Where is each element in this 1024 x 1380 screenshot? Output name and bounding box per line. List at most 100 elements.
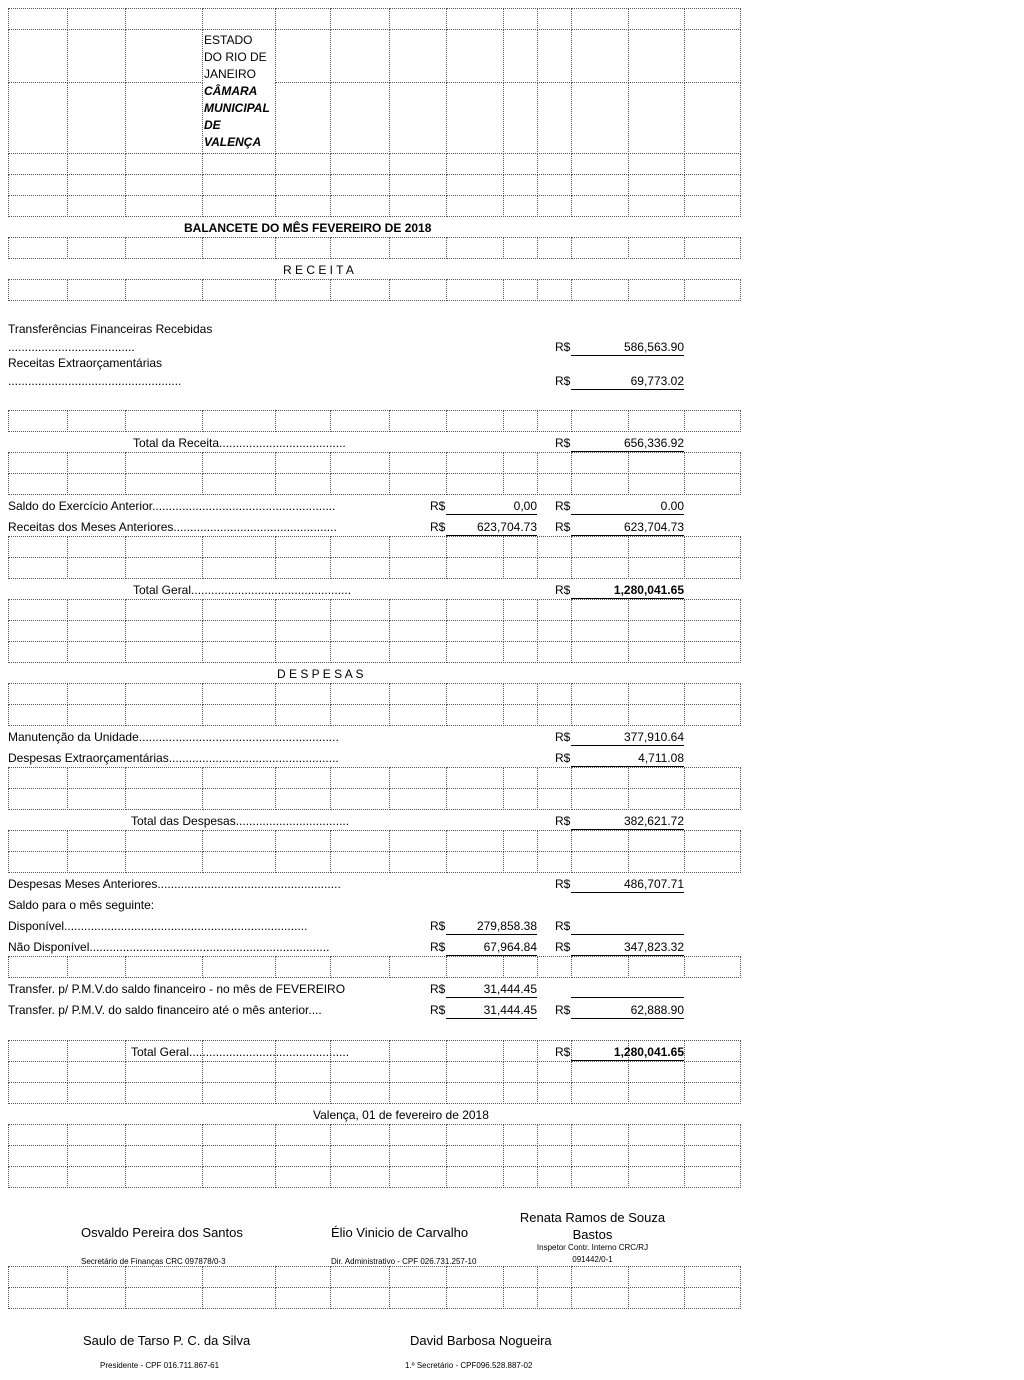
- grid-cell: [67, 410, 126, 432]
- grid-cell: [628, 536, 685, 558]
- grid-cell: [537, 1287, 572, 1309]
- grid-cell: [684, 237, 741, 259]
- disponivel-label: Disponível..............................…: [8, 919, 308, 933]
- signature-name: Saulo de Tarso P. C. da Silva: [83, 1333, 251, 1348]
- grid-cell: [389, 279, 447, 301]
- signature-role: 1.º Secretário - CPF096.528.887-02: [405, 1361, 533, 1370]
- desp-extra-label: Despesas Extraorçamentárias.............…: [8, 751, 339, 765]
- grid-cell: [202, 1082, 276, 1104]
- grid-cell: [684, 1082, 741, 1104]
- grid-cell: [389, 1061, 447, 1083]
- meses-label: Receitas dos Meses Anteriores...........…: [8, 520, 337, 534]
- grid-cell: [275, 29, 331, 83]
- grid-cell: [330, 830, 390, 852]
- grid-cell: [389, 599, 447, 621]
- grid-cell: [503, 788, 538, 810]
- grid-cell: [330, 1082, 390, 1104]
- grid-cell: [628, 641, 685, 663]
- grid-cell: [125, 599, 203, 621]
- manut-label: Manutenção da Unidade...................…: [8, 730, 339, 744]
- grid-cell: [503, 1124, 538, 1146]
- chamber-line: MUNICIPAL: [204, 101, 270, 115]
- currency: R$: [555, 1045, 571, 1059]
- grid-cell: [8, 620, 68, 642]
- grid-cell: [330, 683, 390, 705]
- grid-cell: [67, 704, 126, 726]
- total-geral-receita-label: Total Geral.............................…: [133, 583, 352, 597]
- grid-cell: [330, 1266, 390, 1288]
- grid-cell: [67, 851, 126, 873]
- grid-cell: [125, 830, 203, 852]
- grid-cell: [571, 599, 629, 621]
- total-receita-label: Total da Receita........................…: [133, 436, 346, 450]
- grid-cell: [503, 536, 538, 558]
- grid-cell: [628, 473, 685, 495]
- grid-cell: [67, 1145, 126, 1167]
- disponivel-total: [571, 919, 684, 935]
- grid-cell: [67, 452, 126, 474]
- grid-cell: [389, 620, 447, 642]
- grid-cell: [275, 788, 331, 810]
- grid-cell: [446, 683, 504, 705]
- grid-cell: [628, 1082, 685, 1104]
- grid-cell: [389, 410, 447, 432]
- grid-cell: [67, 1166, 126, 1188]
- saldo-seguinte-label: Saldo para o mês seguinte:: [8, 898, 155, 912]
- grid-cell: [684, 683, 741, 705]
- grid-cell: [8, 767, 68, 789]
- total-geral-receita-value: 1,280,041.65: [571, 583, 684, 599]
- grid-cell: [125, 410, 203, 432]
- grid-cell: [125, 153, 203, 175]
- grid-cell: [67, 473, 126, 495]
- grid-cell: [446, 557, 504, 579]
- grid-cell: [389, 830, 447, 852]
- grid-cell: [446, 851, 504, 873]
- grid-cell: [125, 237, 203, 259]
- grid-cell: [202, 851, 276, 873]
- grid-cell: [202, 536, 276, 558]
- grid-cell: [446, 1145, 504, 1167]
- grid-cell: [628, 830, 685, 852]
- grid-cell: [330, 1166, 390, 1188]
- grid-cell: [503, 557, 538, 579]
- grid-cell: [125, 683, 203, 705]
- grid-cell: [389, 1287, 447, 1309]
- grid-cell: [446, 1040, 504, 1062]
- grid-cell: [389, 641, 447, 663]
- grid-cell: [389, 1166, 447, 1188]
- grid-cell: [67, 557, 126, 579]
- grid-cell: [628, 956, 685, 978]
- grid-cell: [125, 641, 203, 663]
- signature-role-line: 091442/0-1: [572, 1255, 613, 1264]
- grid-cell: [275, 704, 331, 726]
- grid-cell: [67, 599, 126, 621]
- currency: R$: [555, 583, 571, 597]
- grid-cell: [125, 1124, 203, 1146]
- transfer2-label: Transfer. p/ P.M.V. do saldo financeiro …: [8, 1003, 322, 1017]
- currency: R$: [430, 919, 446, 933]
- grid-cell: [125, 767, 203, 789]
- total-geral-despesas-label: Total Geral.............................…: [131, 1045, 350, 1059]
- transfer1-label: Transfer. p/ P.M.V.do saldo financeiro -…: [8, 982, 346, 996]
- transfer1-total: [571, 982, 684, 998]
- grid-cell: [275, 473, 331, 495]
- grid-cell: [628, 620, 685, 642]
- grid-cell: [503, 1145, 538, 1167]
- grid-cell: [67, 237, 126, 259]
- grid-cell: [571, 174, 629, 196]
- grid-cell: [684, 29, 741, 83]
- grid-cell: [8, 536, 68, 558]
- nao-disponivel-total: 347,823.32: [571, 940, 684, 956]
- grid-cell: [628, 82, 685, 154]
- grid-cell: [537, 641, 572, 663]
- grid-cell: [275, 8, 331, 30]
- grid-cell: [571, 8, 629, 30]
- signature-role: Inspetor Contr. Interno CRC/RJ 091442/0-…: [500, 1242, 685, 1266]
- grid-cell: [684, 620, 741, 642]
- grid-cell: [446, 788, 504, 810]
- grid-cell: [275, 153, 331, 175]
- grid-cell: [446, 1061, 504, 1083]
- grid-cell: [503, 641, 538, 663]
- grid-cell: [503, 851, 538, 873]
